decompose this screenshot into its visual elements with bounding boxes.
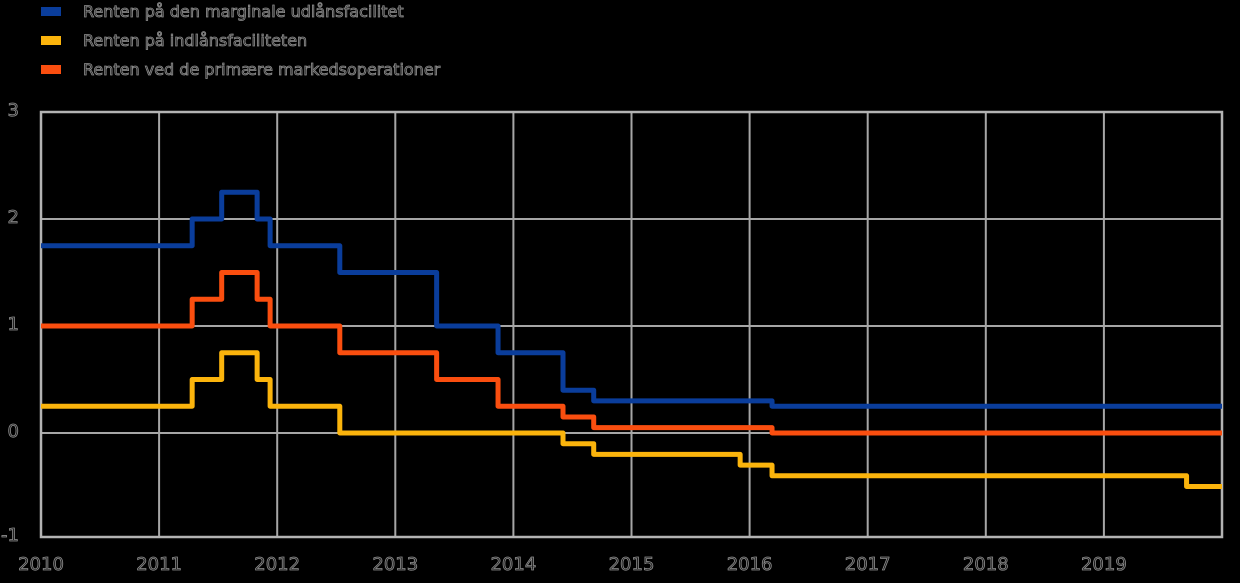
line-deposit-rate <box>41 350 1222 489</box>
y-tick-label: 3 <box>8 100 19 121</box>
series-layer <box>41 189 1222 489</box>
y-tick-label: -1 <box>1 525 19 546</box>
line-marginal-lending-rate <box>41 189 1222 409</box>
legend-swatch-icon <box>41 65 61 74</box>
legend-swatch-icon <box>41 36 61 45</box>
legend-item-deposit: Renten på indlånsfaciliteten <box>41 30 440 51</box>
x-tick-label: 2018 <box>963 554 1009 575</box>
y-tick-label: 0 <box>8 421 19 442</box>
y-tick-label: 2 <box>8 207 19 228</box>
legend-label-main-refinancing: Renten ved de primære markedsoperationer <box>83 60 441 80</box>
legend-swatch-icon <box>41 7 61 16</box>
legend-item-marginal-lending: Renten på den marginale udlånsfacilitet <box>41 1 440 22</box>
x-tick-label: 2016 <box>727 554 773 575</box>
line-main-refinancing-rate <box>41 270 1222 436</box>
legend-item-main-refinancing: Renten ved de primære markedsoperationer <box>41 59 441 80</box>
y-tick-label: 1 <box>8 314 19 335</box>
x-tick-label: 2014 <box>490 554 536 575</box>
tick-layer: 2010 2011 2012 2013 2014 2015 2016 2017 2018 2019… <box>1 100 1128 576</box>
x-tick-label: 2017 <box>845 554 891 575</box>
x-tick-label: 2019 <box>1081 554 1127 575</box>
chart-legend: Renten på den marginale udlånsfacilitet … <box>41 1 441 88</box>
x-tick-label: 2010 <box>18 554 64 575</box>
x-tick-label: 2015 <box>609 554 655 575</box>
grid-layer <box>41 112 1222 537</box>
legend-label-marginal-lending: Renten på den marginale udlånsfacilitet <box>83 2 404 22</box>
x-tick-label: 2012 <box>254 554 300 575</box>
legend-label-deposit: Renten på indlånsfaciliteten <box>83 31 308 51</box>
x-tick-label: 2013 <box>372 554 418 575</box>
x-tick-label: 2011 <box>136 554 182 575</box>
